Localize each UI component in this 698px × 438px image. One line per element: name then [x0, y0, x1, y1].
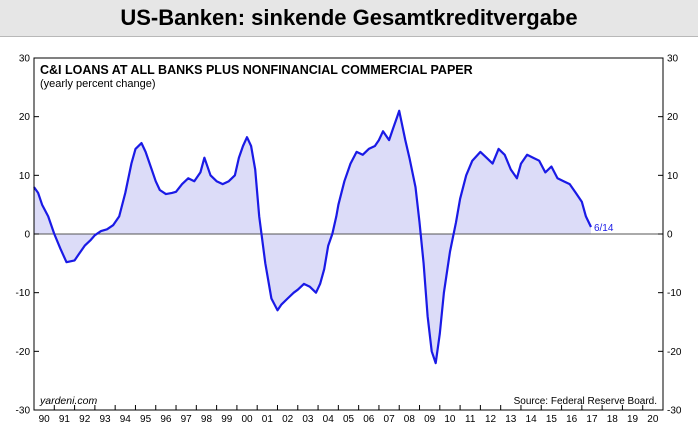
- x-tick-label: 04: [323, 414, 335, 425]
- x-tick-label: 03: [302, 414, 314, 425]
- y-tick-label-left: 10: [19, 171, 31, 182]
- y-tick-label-left: 20: [19, 112, 31, 123]
- y-tick-label-left: 30: [19, 54, 31, 65]
- y-tick-label-right: 20: [667, 112, 679, 123]
- x-tick-label: 07: [384, 414, 396, 425]
- series-area-fill: [34, 110, 591, 364]
- chart-background: [0, 38, 698, 438]
- credit-label: yardeni.com: [39, 395, 97, 407]
- x-tick-label: 93: [99, 414, 111, 425]
- x-tick-label: 90: [39, 414, 51, 425]
- source-label: Source: Federal Reserve Board.: [514, 396, 657, 407]
- x-tick-label: 92: [79, 414, 91, 425]
- x-tick-label: 05: [343, 414, 355, 425]
- chart-title: C&I LOANS AT ALL BANKS PLUS NONFINANCIAL…: [40, 63, 473, 77]
- x-tick-label: 19: [627, 414, 639, 425]
- y-tick-label-right: 0: [667, 230, 673, 241]
- y-tick-label-left: -30: [16, 406, 31, 417]
- y-tick-label-right: -10: [667, 288, 682, 299]
- x-tick-label: 14: [526, 414, 538, 425]
- x-tick-label: 15: [546, 414, 558, 425]
- x-tick-label: 20: [647, 414, 659, 425]
- y-tick-label-right: -30: [667, 406, 682, 417]
- x-tick-label: 06: [363, 414, 375, 425]
- y-tick-label-right: 30: [667, 54, 679, 65]
- y-tick-label-left: -20: [16, 347, 31, 358]
- x-tick-label: 10: [444, 414, 456, 425]
- x-tick-label: 01: [262, 414, 274, 425]
- x-tick-label: 95: [140, 414, 152, 425]
- y-tick-label-left: 0: [24, 230, 30, 241]
- x-tick-label: 97: [181, 414, 193, 425]
- y-tick-label-right: -20: [667, 347, 682, 358]
- chart-subtitle: (yearly percent change): [40, 78, 156, 90]
- x-tick-label: 94: [120, 414, 132, 425]
- x-tick-label: 98: [201, 414, 213, 425]
- x-tick-label: 16: [566, 414, 578, 425]
- x-tick-label: 18: [607, 414, 619, 425]
- end-date-label: 6/14: [594, 223, 614, 234]
- x-tick-label: 02: [282, 414, 294, 425]
- series-line: [33, 109, 592, 365]
- y-tick-label-right: 10: [667, 171, 679, 182]
- x-tick-label: 99: [221, 414, 233, 425]
- headline: US-Banken: sinkende Gesamtkreditvergabe: [0, 0, 698, 37]
- x-tick-label: 09: [424, 414, 436, 425]
- x-tick-label: 91: [59, 414, 71, 425]
- x-tick-label: 13: [505, 414, 517, 425]
- x-tick-label: 08: [404, 414, 416, 425]
- y-tick-label-left: -10: [16, 288, 31, 299]
- x-tick-label: 12: [485, 414, 497, 425]
- x-tick-label: 96: [160, 414, 172, 425]
- x-tick-label: 11: [465, 414, 476, 425]
- x-tick-label: 00: [241, 414, 253, 425]
- x-tick-label: 17: [586, 414, 598, 425]
